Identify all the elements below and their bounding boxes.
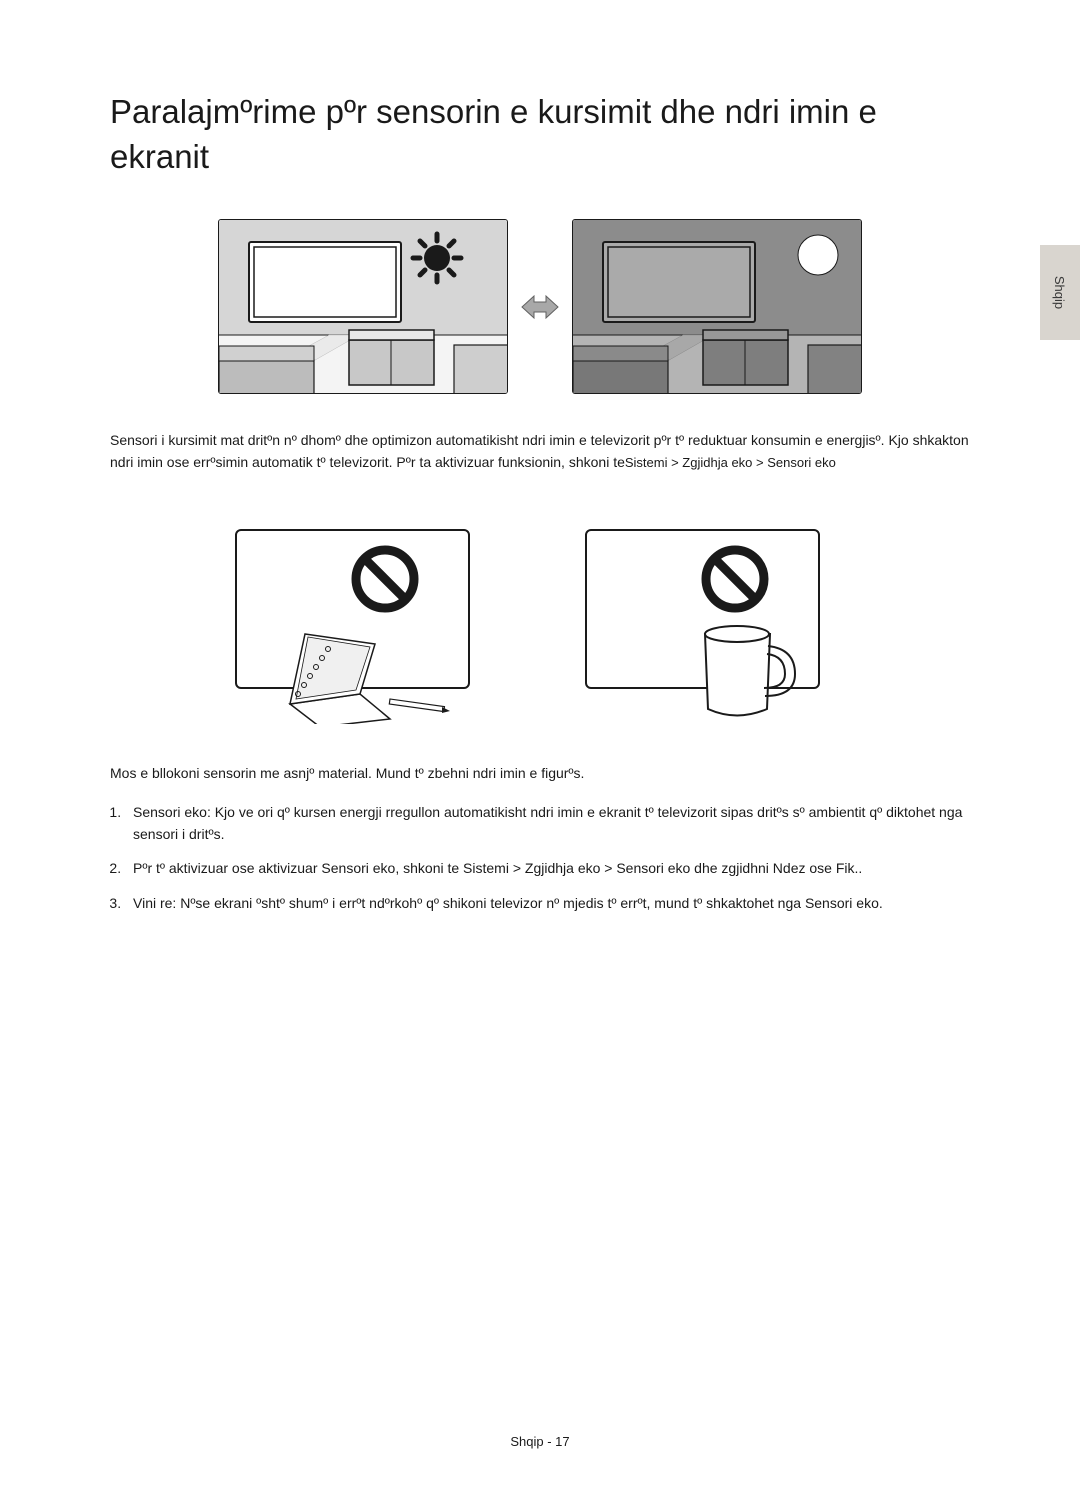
bright-room-illustration <box>218 219 508 394</box>
page-footer: Shqip - 17 <box>0 1434 1080 1449</box>
prohibit-icon <box>706 550 764 608</box>
illustration-row-warnings <box>110 529 970 724</box>
notebook-blocking-illustration <box>235 529 495 724</box>
language-tab-text: Shqip <box>1053 276 1068 309</box>
dark-room-illustration <box>572 219 862 394</box>
mug-blocking-illustration <box>585 529 845 724</box>
menu-path: Sistemi > Zgjidhja eko > Sensori eko <box>625 455 836 470</box>
list-item-1: Sensori eko: Kjo ve ori qº kursen energj… <box>125 801 970 846</box>
illustration-row-brightness <box>110 219 970 394</box>
notes-list: Sensori eko: Kjo ve ori qº kursen energj… <box>110 801 970 915</box>
list-item-2: Pºr tº aktivizuar ose aktivizuar Sensori… <box>125 857 970 879</box>
language-tab: Shqip <box>1040 245 1080 340</box>
paragraph-sensor-description: Sensori i kursimit mat dritºn nº dhomº d… <box>110 429 970 474</box>
list-item-3: Vini re: Nºse ekrani ºshtº shumº i errºt… <box>125 892 970 914</box>
double-arrow-icon <box>520 292 560 322</box>
caption-block-sensor: Mos e bllokoni sensorin me asnjº materia… <box>110 762 970 784</box>
page-title: Paralajmºrime pºr sensorin e kursimit dh… <box>110 90 970 179</box>
prohibit-icon <box>356 550 414 608</box>
